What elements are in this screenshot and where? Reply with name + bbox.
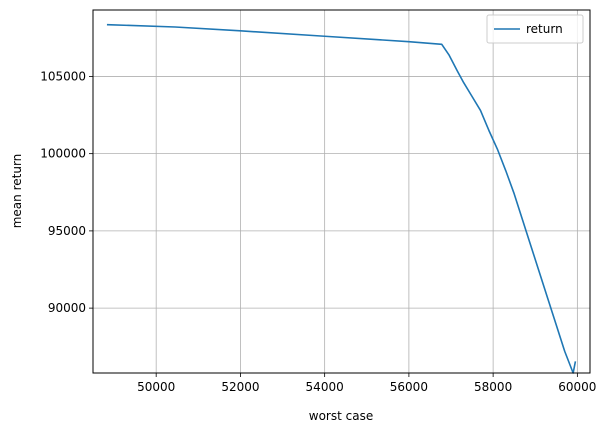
legend-label-return: return <box>526 22 563 36</box>
y-tick-label: 90000 <box>48 301 86 315</box>
x-tick-label: 56000 <box>390 380 428 394</box>
x-tick-label: 54000 <box>306 380 344 394</box>
plot-area <box>93 10 590 373</box>
x-tick-label: 58000 <box>474 380 512 394</box>
y-tick-label: 100000 <box>40 147 86 161</box>
x-axis-label: worst case <box>309 409 373 423</box>
y-axis: 90000 95000 100000 105000 <box>40 69 93 315</box>
x-tick-label: 50000 <box>137 380 175 394</box>
plot-frame <box>92 9 591 374</box>
y-axis-label: mean return <box>10 154 24 229</box>
x-tick-label: 60000 <box>558 380 596 394</box>
series-layer <box>106 23 577 374</box>
grid-lines <box>93 10 590 373</box>
legend-box <box>486 14 584 44</box>
x-tick-label: 52000 <box>221 380 259 394</box>
x-axis: 50000 52000 54000 56000 58000 60000 <box>137 373 596 394</box>
series-line-return <box>106 23 577 374</box>
y-tick-label: 105000 <box>40 69 86 83</box>
y-tick-label: 95000 <box>48 224 86 238</box>
legend: return <box>486 14 584 44</box>
